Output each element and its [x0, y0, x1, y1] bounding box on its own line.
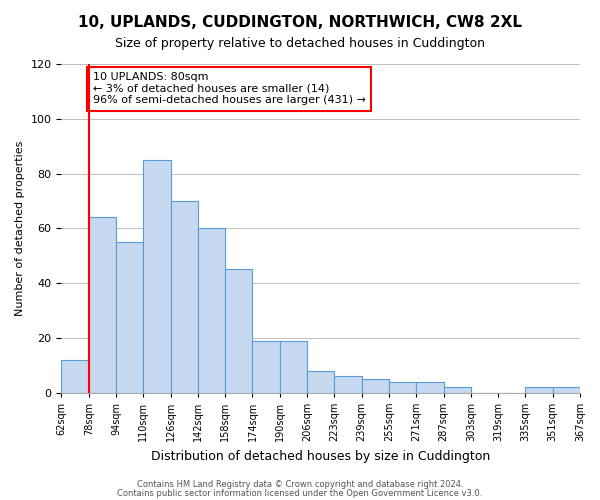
Text: 10 UPLANDS: 80sqm
← 3% of detached houses are smaller (14)
96% of semi-detached : 10 UPLANDS: 80sqm ← 3% of detached house… [93, 72, 365, 106]
Bar [389, 382, 416, 392]
X-axis label: Distribution of detached houses by size in Cuddington: Distribution of detached houses by size … [151, 450, 490, 462]
Text: Size of property relative to detached houses in Cuddington: Size of property relative to detached ho… [115, 38, 485, 51]
Bar [526, 387, 553, 392]
Bar [61, 360, 89, 392]
Bar [416, 382, 443, 392]
Text: 10, UPLANDS, CUDDINGTON, NORTHWICH, CW8 2XL: 10, UPLANDS, CUDDINGTON, NORTHWICH, CW8 … [78, 15, 522, 30]
Bar [89, 218, 116, 392]
Bar [334, 376, 362, 392]
Bar [253, 340, 280, 392]
Bar [170, 201, 198, 392]
Y-axis label: Number of detached properties: Number of detached properties [15, 140, 25, 316]
Text: Contains HM Land Registry data © Crown copyright and database right 2024.: Contains HM Land Registry data © Crown c… [137, 480, 463, 489]
Bar [198, 228, 225, 392]
Text: Contains public sector information licensed under the Open Government Licence v3: Contains public sector information licen… [118, 488, 482, 498]
Bar [443, 387, 471, 392]
Bar [116, 242, 143, 392]
Bar [280, 340, 307, 392]
Bar [553, 387, 580, 392]
Bar [143, 160, 170, 392]
Bar [307, 370, 334, 392]
Bar [225, 270, 253, 392]
Bar [362, 379, 389, 392]
